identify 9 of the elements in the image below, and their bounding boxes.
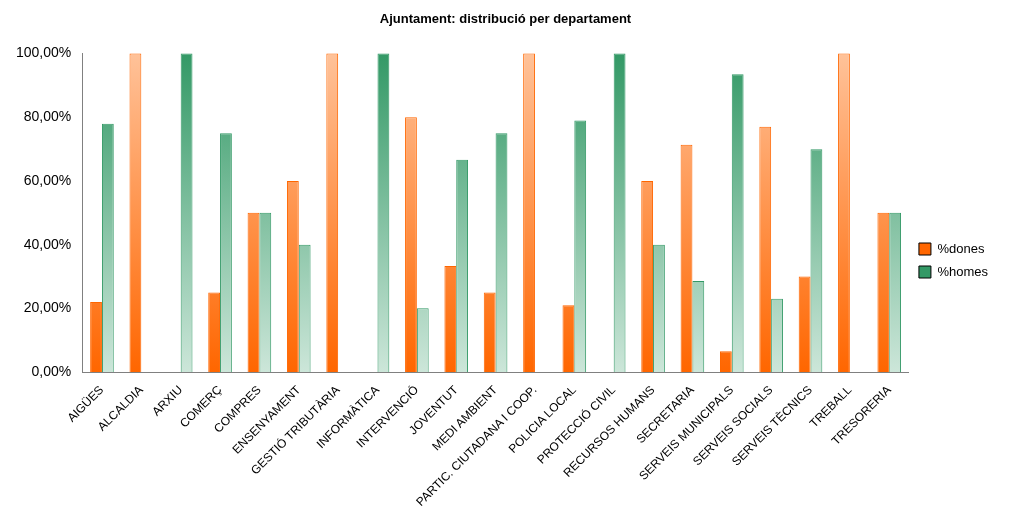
y-tick-label: 60,00%	[23, 171, 72, 188]
y-tick-label: 0,00%	[31, 362, 72, 379]
y-tick-label: 40,00%	[23, 235, 72, 252]
legend-label: %dones	[937, 240, 985, 256]
y-tick-label: 100,00%	[15, 44, 72, 61]
legend-label: %homes	[937, 263, 989, 279]
y-tick-label: 80,00%	[23, 108, 72, 125]
chart-title: Ajuntament: distribució per departament	[379, 11, 632, 27]
y-tick-label: 20,00%	[23, 299, 72, 316]
